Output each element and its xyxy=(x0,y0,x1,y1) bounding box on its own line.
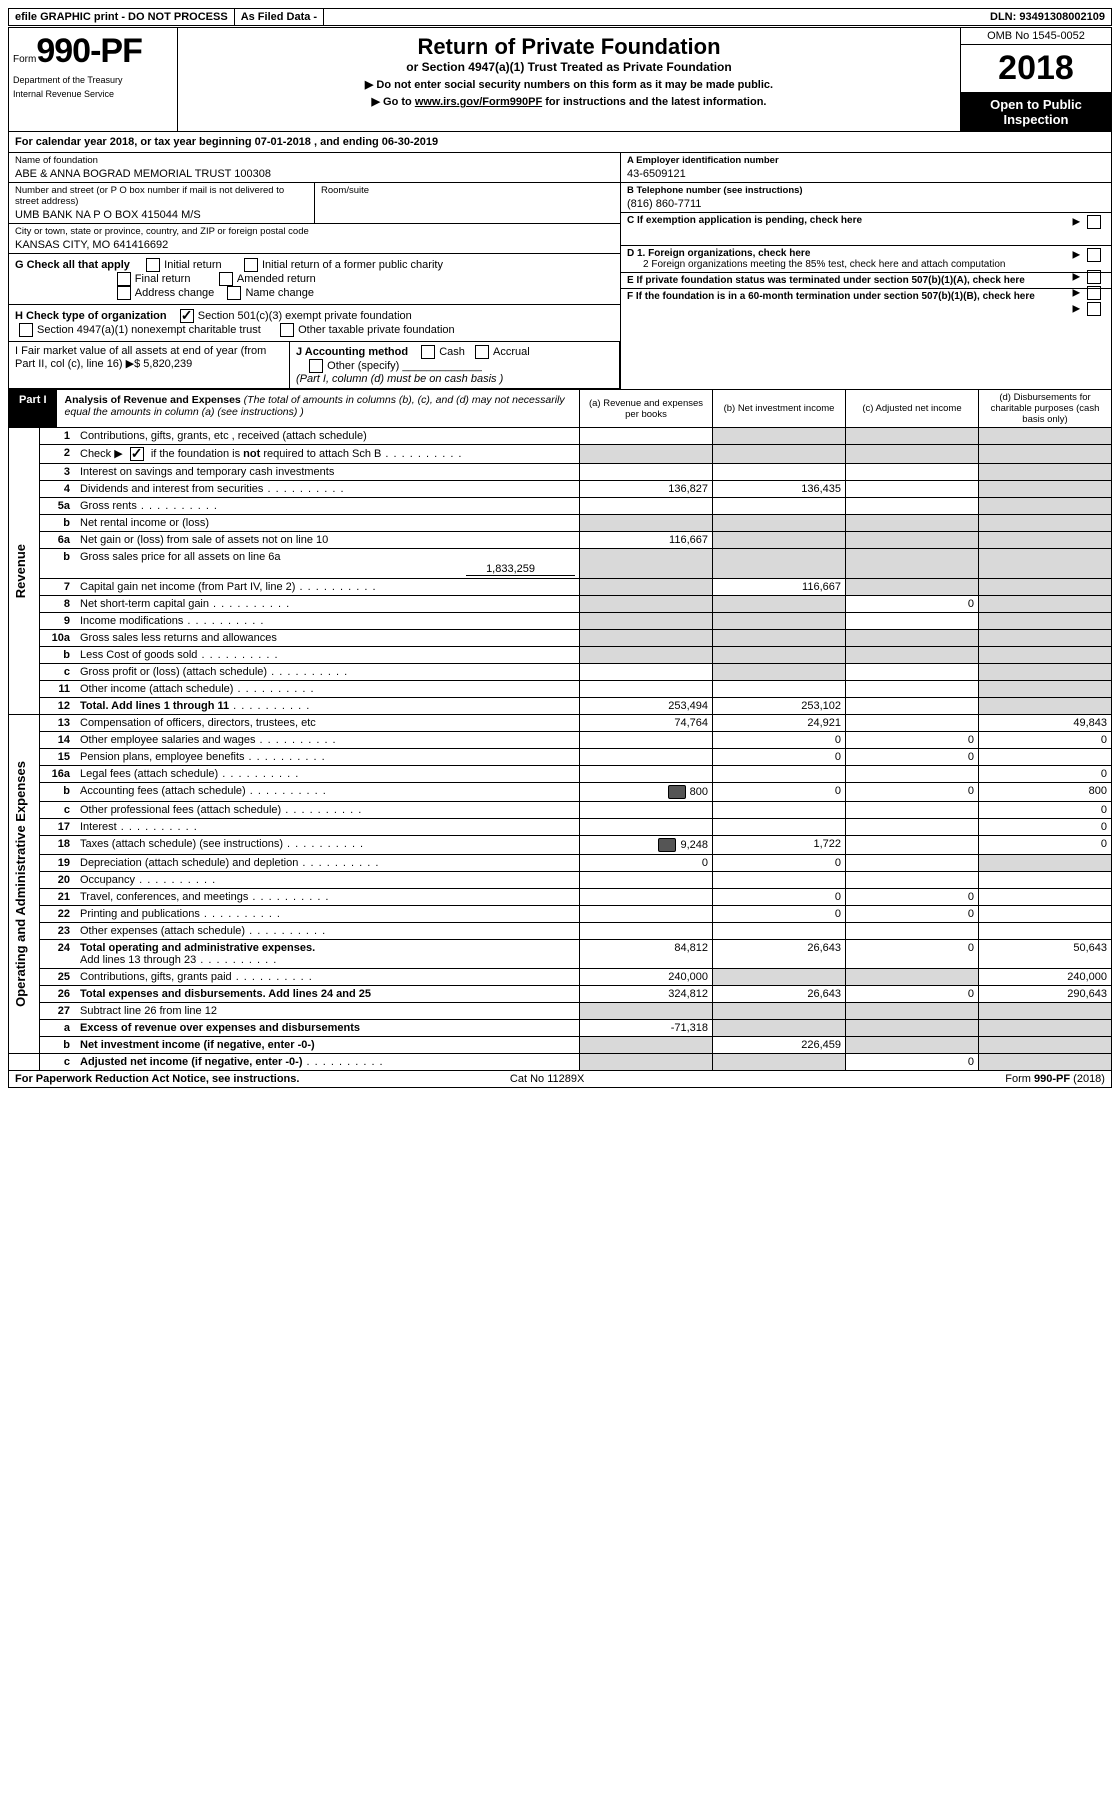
footer: For Paperwork Reduction Act Notice, see … xyxy=(8,1071,1112,1088)
chk-cash[interactable] xyxy=(421,345,435,359)
chk-address[interactable] xyxy=(117,286,131,300)
city-label: City or town, state or province, country… xyxy=(15,226,614,237)
chk-c[interactable] xyxy=(1087,215,1101,229)
chk-initial[interactable] xyxy=(146,258,160,272)
part-1-table: Revenue 1Contributions, gifts, grants, e… xyxy=(8,428,1112,1071)
city-value: KANSAS CITY, MO 641416692 xyxy=(15,237,614,251)
identification-block: Name of foundation ABE & ANNA BOGRAD MEM… xyxy=(8,153,1112,390)
ssn-warning: ▶ Do not enter social security numbers o… xyxy=(184,78,954,91)
f-label: F If the foundation is in a 60-month ter… xyxy=(627,291,1047,302)
section-i: I Fair market value of all assets at end… xyxy=(9,342,290,388)
section-h: H Check type of organization Section 501… xyxy=(9,305,620,342)
e-label: E If private foundation status was termi… xyxy=(627,275,1047,286)
c-label: C If exemption application is pending, c… xyxy=(627,215,862,226)
col-c-header: (c) Adjusted net income xyxy=(845,390,978,427)
chk-d1[interactable] xyxy=(1087,248,1101,262)
form-id-footer: Form 990-PF (2018) xyxy=(1005,1073,1105,1085)
phone-value: (816) 860-7711 xyxy=(627,196,1105,210)
room-label: Room/suite xyxy=(321,185,614,196)
attachment-icon[interactable] xyxy=(658,838,676,852)
open-inspection: Open to Public Inspection xyxy=(961,93,1111,131)
chk-f[interactable] xyxy=(1087,302,1101,316)
d1-label: D 1. Foreign organizations, check here xyxy=(627,248,810,259)
asfiled-label: As Filed Data - xyxy=(235,9,324,25)
paperwork-notice: For Paperwork Reduction Act Notice, see … xyxy=(15,1073,299,1085)
dept-treasury: Department of the Treasury xyxy=(13,75,173,85)
part-1-header: Part I Analysis of Revenue and Expenses … xyxy=(8,390,1112,428)
ein-label: A Employer identification number xyxy=(627,155,1105,166)
tax-year: 2018 xyxy=(961,45,1111,93)
chk-other-tax[interactable] xyxy=(280,323,294,337)
name-label: Name of foundation xyxy=(15,155,614,166)
section-g: G Check all that apply Initial return In… xyxy=(9,254,620,305)
ein-value: 43-6509121 xyxy=(627,166,1105,180)
chk-501c3[interactable] xyxy=(180,309,194,323)
attachment-icon[interactable] xyxy=(668,785,686,799)
foundation-name: ABE & ANNA BOGRAD MEMORIAL TRUST 100308 xyxy=(15,166,614,180)
efile-notice: efile GRAPHIC print - DO NOT PROCESS xyxy=(9,9,235,25)
phone-label: B Telephone number (see instructions) xyxy=(627,185,1105,196)
chk-final[interactable] xyxy=(117,272,131,286)
col-b-header: (b) Net investment income xyxy=(712,390,845,427)
chk-schb[interactable] xyxy=(130,447,144,461)
expenses-side-label: Operating and Administrative Expenses xyxy=(13,753,28,1015)
form-title: Return of Private Foundation xyxy=(184,34,954,60)
revenue-side-label: Revenue xyxy=(13,536,28,606)
dept-irs: Internal Revenue Service xyxy=(13,89,173,99)
chk-4947[interactable] xyxy=(19,323,33,337)
form-number: 990-PF xyxy=(36,32,142,71)
chk-other-method[interactable] xyxy=(309,359,323,373)
chk-amended[interactable] xyxy=(219,272,233,286)
form-header: Form 990-PF Department of the Treasury I… xyxy=(8,27,1112,132)
part-1-tag: Part I xyxy=(9,390,57,427)
section-j: J Accounting method Cash Accrual Other (… xyxy=(290,342,620,388)
top-banner: efile GRAPHIC print - DO NOT PROCESS As … xyxy=(8,8,1112,26)
chk-initial-former[interactable] xyxy=(244,258,258,272)
col-a-header: (a) Revenue and expenses per books xyxy=(579,390,712,427)
calendar-year-line: For calendar year 2018, or tax year begi… xyxy=(8,132,1112,153)
form-subtitle: or Section 4947(a)(1) Trust Treated as P… xyxy=(184,60,954,74)
address-label: Number and street (or P O box number if … xyxy=(15,185,308,207)
cat-no: Cat No 11289X xyxy=(510,1073,584,1085)
address-value: UMB BANK NA P O BOX 415044 M/S xyxy=(15,207,308,221)
form-label: Form xyxy=(13,54,36,65)
chk-accrual[interactable] xyxy=(475,345,489,359)
d2-label: 2 Foreign organizations meeting the 85% … xyxy=(627,259,1043,270)
omb-number: OMB No 1545-0052 xyxy=(961,28,1111,45)
chk-name[interactable] xyxy=(227,286,241,300)
col-d-header: (d) Disbursements for charitable purpose… xyxy=(978,390,1111,427)
dln-label: DLN: 93491308002109 xyxy=(984,9,1111,25)
instructions-link-row: ▶ Go to www.irs.gov/Form990PF for instru… xyxy=(184,95,954,108)
instructions-link[interactable]: www.irs.gov/Form990PF xyxy=(415,96,542,108)
